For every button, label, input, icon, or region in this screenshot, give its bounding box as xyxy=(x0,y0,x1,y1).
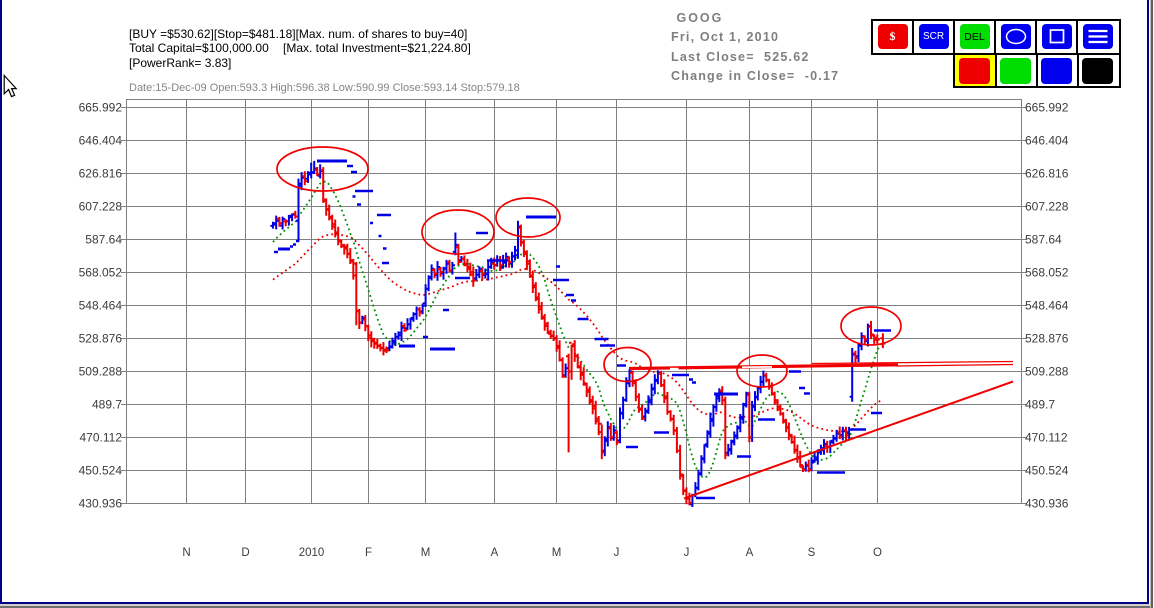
svg-text:665.992: 665.992 xyxy=(1025,101,1069,115)
svg-text:528.876: 528.876 xyxy=(79,332,123,346)
svg-text:J: J xyxy=(684,547,690,559)
svg-text:548.464: 548.464 xyxy=(79,299,123,313)
svg-text:D: D xyxy=(241,547,249,559)
svg-text:568.052: 568.052 xyxy=(1025,266,1069,280)
svg-text:J: J xyxy=(614,547,620,559)
svg-text:2010: 2010 xyxy=(299,547,325,559)
svg-text:568.052: 568.052 xyxy=(79,266,123,280)
svg-text:M: M xyxy=(421,547,431,559)
svg-text:587.64: 587.64 xyxy=(85,233,122,247)
svg-text:626.816: 626.816 xyxy=(79,167,123,181)
svg-text:430.936: 430.936 xyxy=(1025,497,1069,511)
svg-text:450.524: 450.524 xyxy=(79,464,123,478)
svg-text:450.524: 450.524 xyxy=(1025,464,1069,478)
svg-text:A: A xyxy=(746,547,754,559)
svg-text:S: S xyxy=(808,547,816,559)
svg-text:F: F xyxy=(365,547,372,559)
svg-text:626.816: 626.816 xyxy=(1025,167,1069,181)
svg-text:607.228: 607.228 xyxy=(1025,200,1069,214)
svg-text:489.7: 489.7 xyxy=(1025,398,1055,412)
svg-text:646.404: 646.404 xyxy=(79,134,123,148)
svg-text:489.7: 489.7 xyxy=(92,398,122,412)
svg-text:509.288: 509.288 xyxy=(79,365,123,379)
svg-text:A: A xyxy=(491,547,499,559)
svg-text:528.876: 528.876 xyxy=(1025,332,1069,346)
svg-text:N: N xyxy=(182,547,190,559)
svg-text:M: M xyxy=(552,547,562,559)
svg-text:548.464: 548.464 xyxy=(1025,299,1069,313)
svg-text:665.992: 665.992 xyxy=(79,101,123,115)
svg-text:430.936: 430.936 xyxy=(79,497,123,511)
svg-text:470.112: 470.112 xyxy=(80,431,123,445)
svg-text:646.404: 646.404 xyxy=(1025,134,1069,148)
svg-text:O: O xyxy=(873,547,882,559)
svg-text:587.64: 587.64 xyxy=(1025,233,1062,247)
svg-text:607.228: 607.228 xyxy=(79,200,123,214)
svg-text:509.288: 509.288 xyxy=(1025,365,1069,379)
svg-text:470.112: 470.112 xyxy=(1025,431,1068,445)
